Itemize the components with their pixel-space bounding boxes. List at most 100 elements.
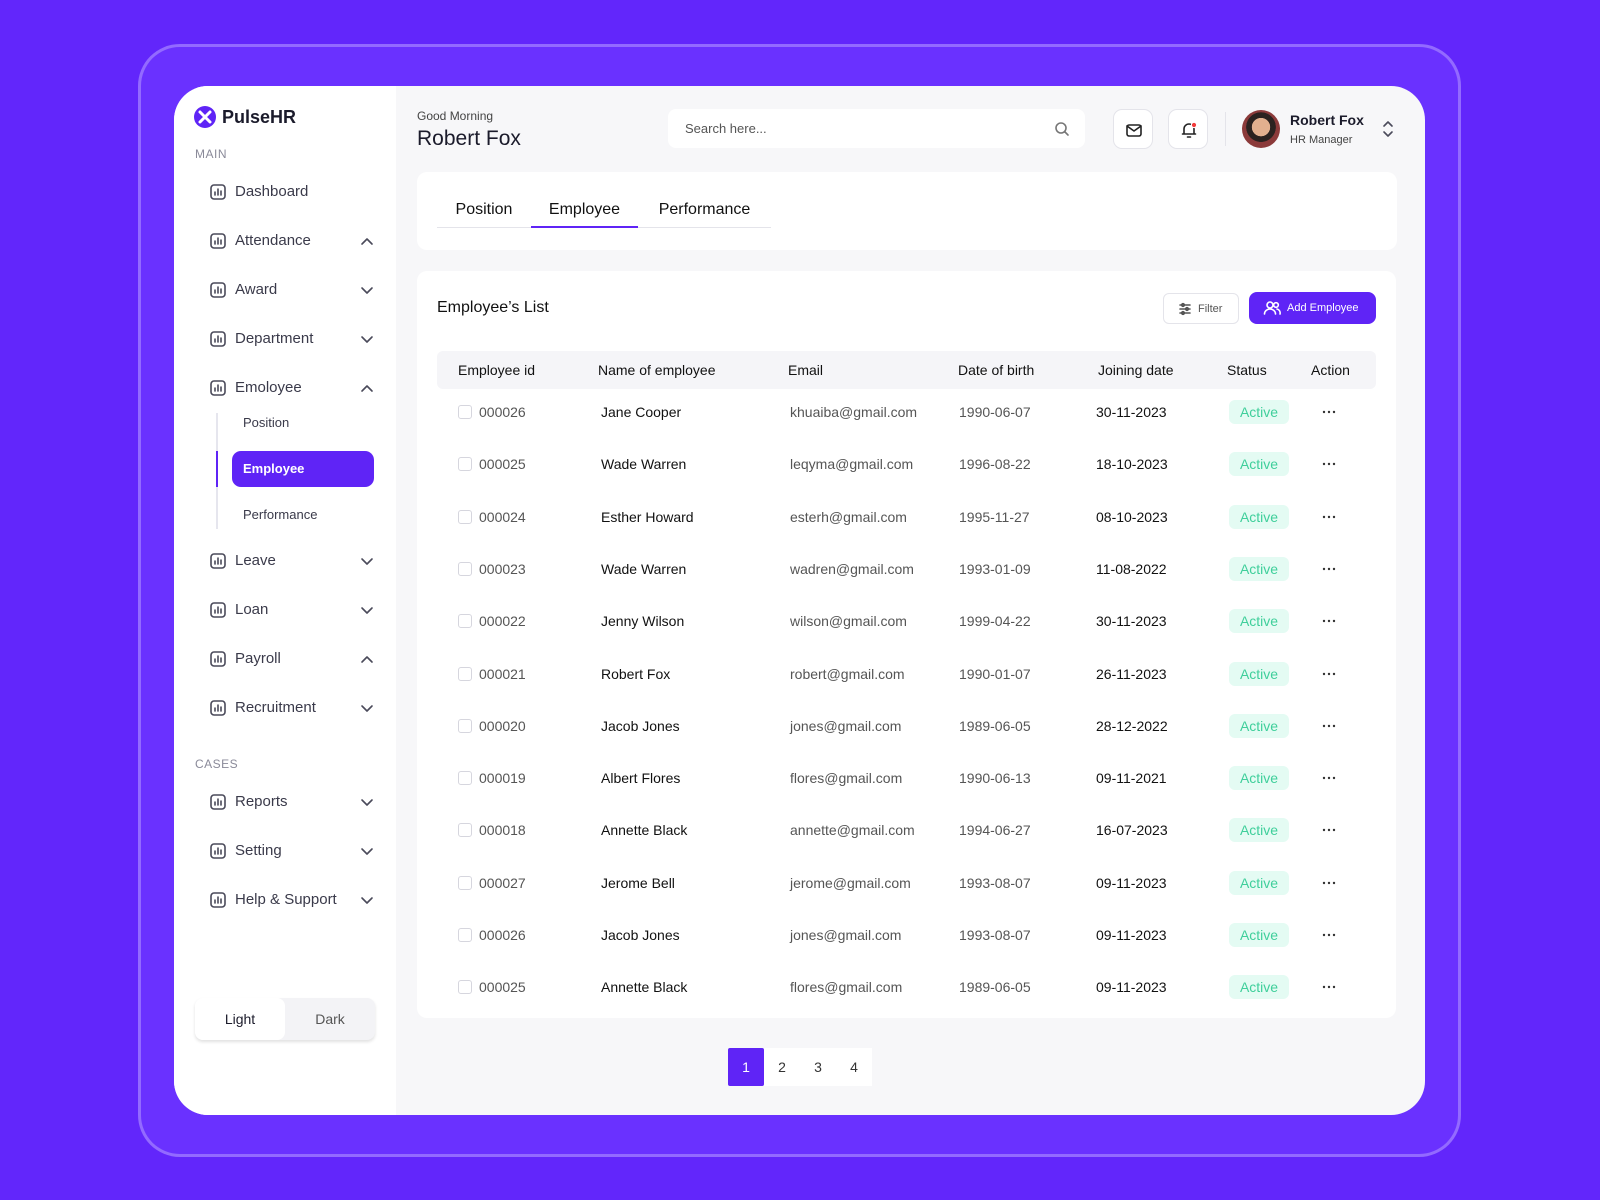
submenu-item-active[interactable]: Employee <box>232 451 374 487</box>
row-checkbox[interactable] <box>458 980 472 995</box>
icon-part <box>210 892 226 908</box>
icon-part <box>1276 308 1281 315</box>
employee-name: Wade Warren <box>601 456 687 473</box>
page-button[interactable]: 2 <box>764 1048 800 1086</box>
user-avatar <box>1242 110 1280 148</box>
status-badge: Active <box>1229 975 1289 1000</box>
icon-part <box>361 385 373 392</box>
page-button[interactable]: 1 <box>728 1048 764 1086</box>
date-of-birth: 1993-08-07 <box>959 874 1031 891</box>
row-action[interactable] <box>1321 770 1337 786</box>
row-checkbox[interactable] <box>458 561 472 576</box>
icon-part <box>210 892 226 908</box>
icon-part <box>210 282 226 298</box>
row-checkbox[interactable] <box>458 718 472 733</box>
row-action[interactable] <box>1321 875 1337 891</box>
icon-part <box>210 233 226 249</box>
nav-label: Loan <box>235 601 269 618</box>
employee-id: 000025 <box>479 456 526 473</box>
row-action[interactable] <box>1321 561 1337 577</box>
row-action[interactable] <box>1321 456 1337 472</box>
notification-button[interactable] <box>1168 109 1208 149</box>
row-checkbox[interactable] <box>458 928 472 942</box>
row-checkbox[interactable] <box>458 771 472 786</box>
nav-item[interactable]: Leave <box>200 543 380 579</box>
tab[interactable]: Performance <box>638 194 771 228</box>
tab-label: Position <box>455 201 513 218</box>
status-text: Active <box>1239 822 1279 839</box>
row-checkbox[interactable] <box>458 666 472 681</box>
nav-item[interactable]: Emoloyee <box>200 370 380 406</box>
employee-name: Jane Cooper <box>601 404 682 420</box>
row-checkbox[interactable] <box>458 614 472 629</box>
employee-email: wadren@gmail.com <box>790 560 914 577</box>
add-employee-button[interactable]: Add Employee <box>1249 292 1376 324</box>
submenu-item[interactable]: Performance <box>232 497 374 533</box>
user-menu-toggle[interactable] <box>1381 118 1395 140</box>
submenu-item[interactable]: Position <box>232 405 374 441</box>
joining-date: 16-07-2023 <box>1096 822 1168 839</box>
nav-item[interactable]: Loan <box>200 592 380 628</box>
status-badge: Active <box>1229 818 1289 843</box>
nav-icon <box>209 650 227 668</box>
filter-button[interactable]: Filter <box>1163 293 1239 324</box>
status-text: Active <box>1239 665 1279 682</box>
row-checkbox[interactable] <box>458 823 472 838</box>
row-checkbox[interactable] <box>458 875 472 890</box>
icon-part <box>1126 124 1142 137</box>
bell-icon <box>1180 121 1198 139</box>
row-action[interactable] <box>1321 404 1337 420</box>
nav-item[interactable]: Department <box>200 321 380 357</box>
page-button[interactable]: 4 <box>836 1048 872 1086</box>
nav-label: Emoloyee <box>235 379 302 396</box>
icon-part <box>1322 829 1326 832</box>
user-name: Robert Fox <box>1290 112 1364 128</box>
theme-option[interactable]: Dark <box>285 998 375 1040</box>
tab[interactable]: Employee <box>531 194 638 228</box>
header-divider <box>1225 112 1226 146</box>
row-action[interactable] <box>1321 979 1337 995</box>
date-of-birth: 1990-01-07 <box>959 665 1031 682</box>
nav-item[interactable]: Recruitment <box>200 690 380 726</box>
row-action[interactable] <box>1321 822 1337 838</box>
nav-label: Reports <box>235 793 288 810</box>
row-action[interactable] <box>1321 613 1337 629</box>
date-of-birth: 1993-01-09 <box>959 560 1031 577</box>
nav-item[interactable]: Help & Support <box>200 882 380 918</box>
joining-date: 09-11-2021 <box>1096 770 1167 787</box>
search-box[interactable]: Search here... <box>668 109 1085 148</box>
tab[interactable]: Position <box>437 194 531 228</box>
nav-chevron <box>360 844 374 858</box>
row-action[interactable] <box>1321 666 1337 682</box>
theme-option[interactable]: Light <box>195 998 285 1040</box>
nav-chevron <box>360 554 374 568</box>
row-checkbox[interactable] <box>458 457 472 472</box>
icon-part <box>1322 410 1336 414</box>
row-checkbox[interactable] <box>458 509 472 524</box>
employee-id: 000021 <box>479 665 526 682</box>
submenu-label: Position <box>243 415 290 430</box>
icon-part <box>1327 619 1331 623</box>
page-button[interactable]: 3 <box>800 1048 836 1086</box>
nav-item[interactable]: Dashboard <box>200 174 380 210</box>
nav-item[interactable]: Payroll <box>200 641 380 677</box>
joining-date: 30-11-2023 <box>1096 613 1167 630</box>
icon-part <box>1126 125 1142 132</box>
icon-part <box>1322 463 1336 466</box>
nav-item[interactable]: Award <box>200 272 380 308</box>
nav-item[interactable]: Reports <box>200 784 380 820</box>
icon-part <box>1327 672 1331 675</box>
icon-part <box>1322 410 1326 414</box>
date-of-birth: 1989-06-05 <box>959 979 1031 996</box>
row-checkbox[interactable] <box>458 405 472 419</box>
nav-chevron <box>360 652 374 666</box>
row-action[interactable] <box>1321 927 1337 943</box>
status-text: Active <box>1239 874 1279 891</box>
row-action[interactable] <box>1321 718 1337 734</box>
row-action[interactable] <box>1321 509 1337 525</box>
icon-part <box>214 237 222 245</box>
nav-item[interactable]: Setting <box>200 833 380 869</box>
mail-button[interactable] <box>1113 109 1153 149</box>
nav-item[interactable]: Attendance <box>200 223 380 259</box>
date-of-birth: 1999-04-22 <box>959 613 1031 630</box>
